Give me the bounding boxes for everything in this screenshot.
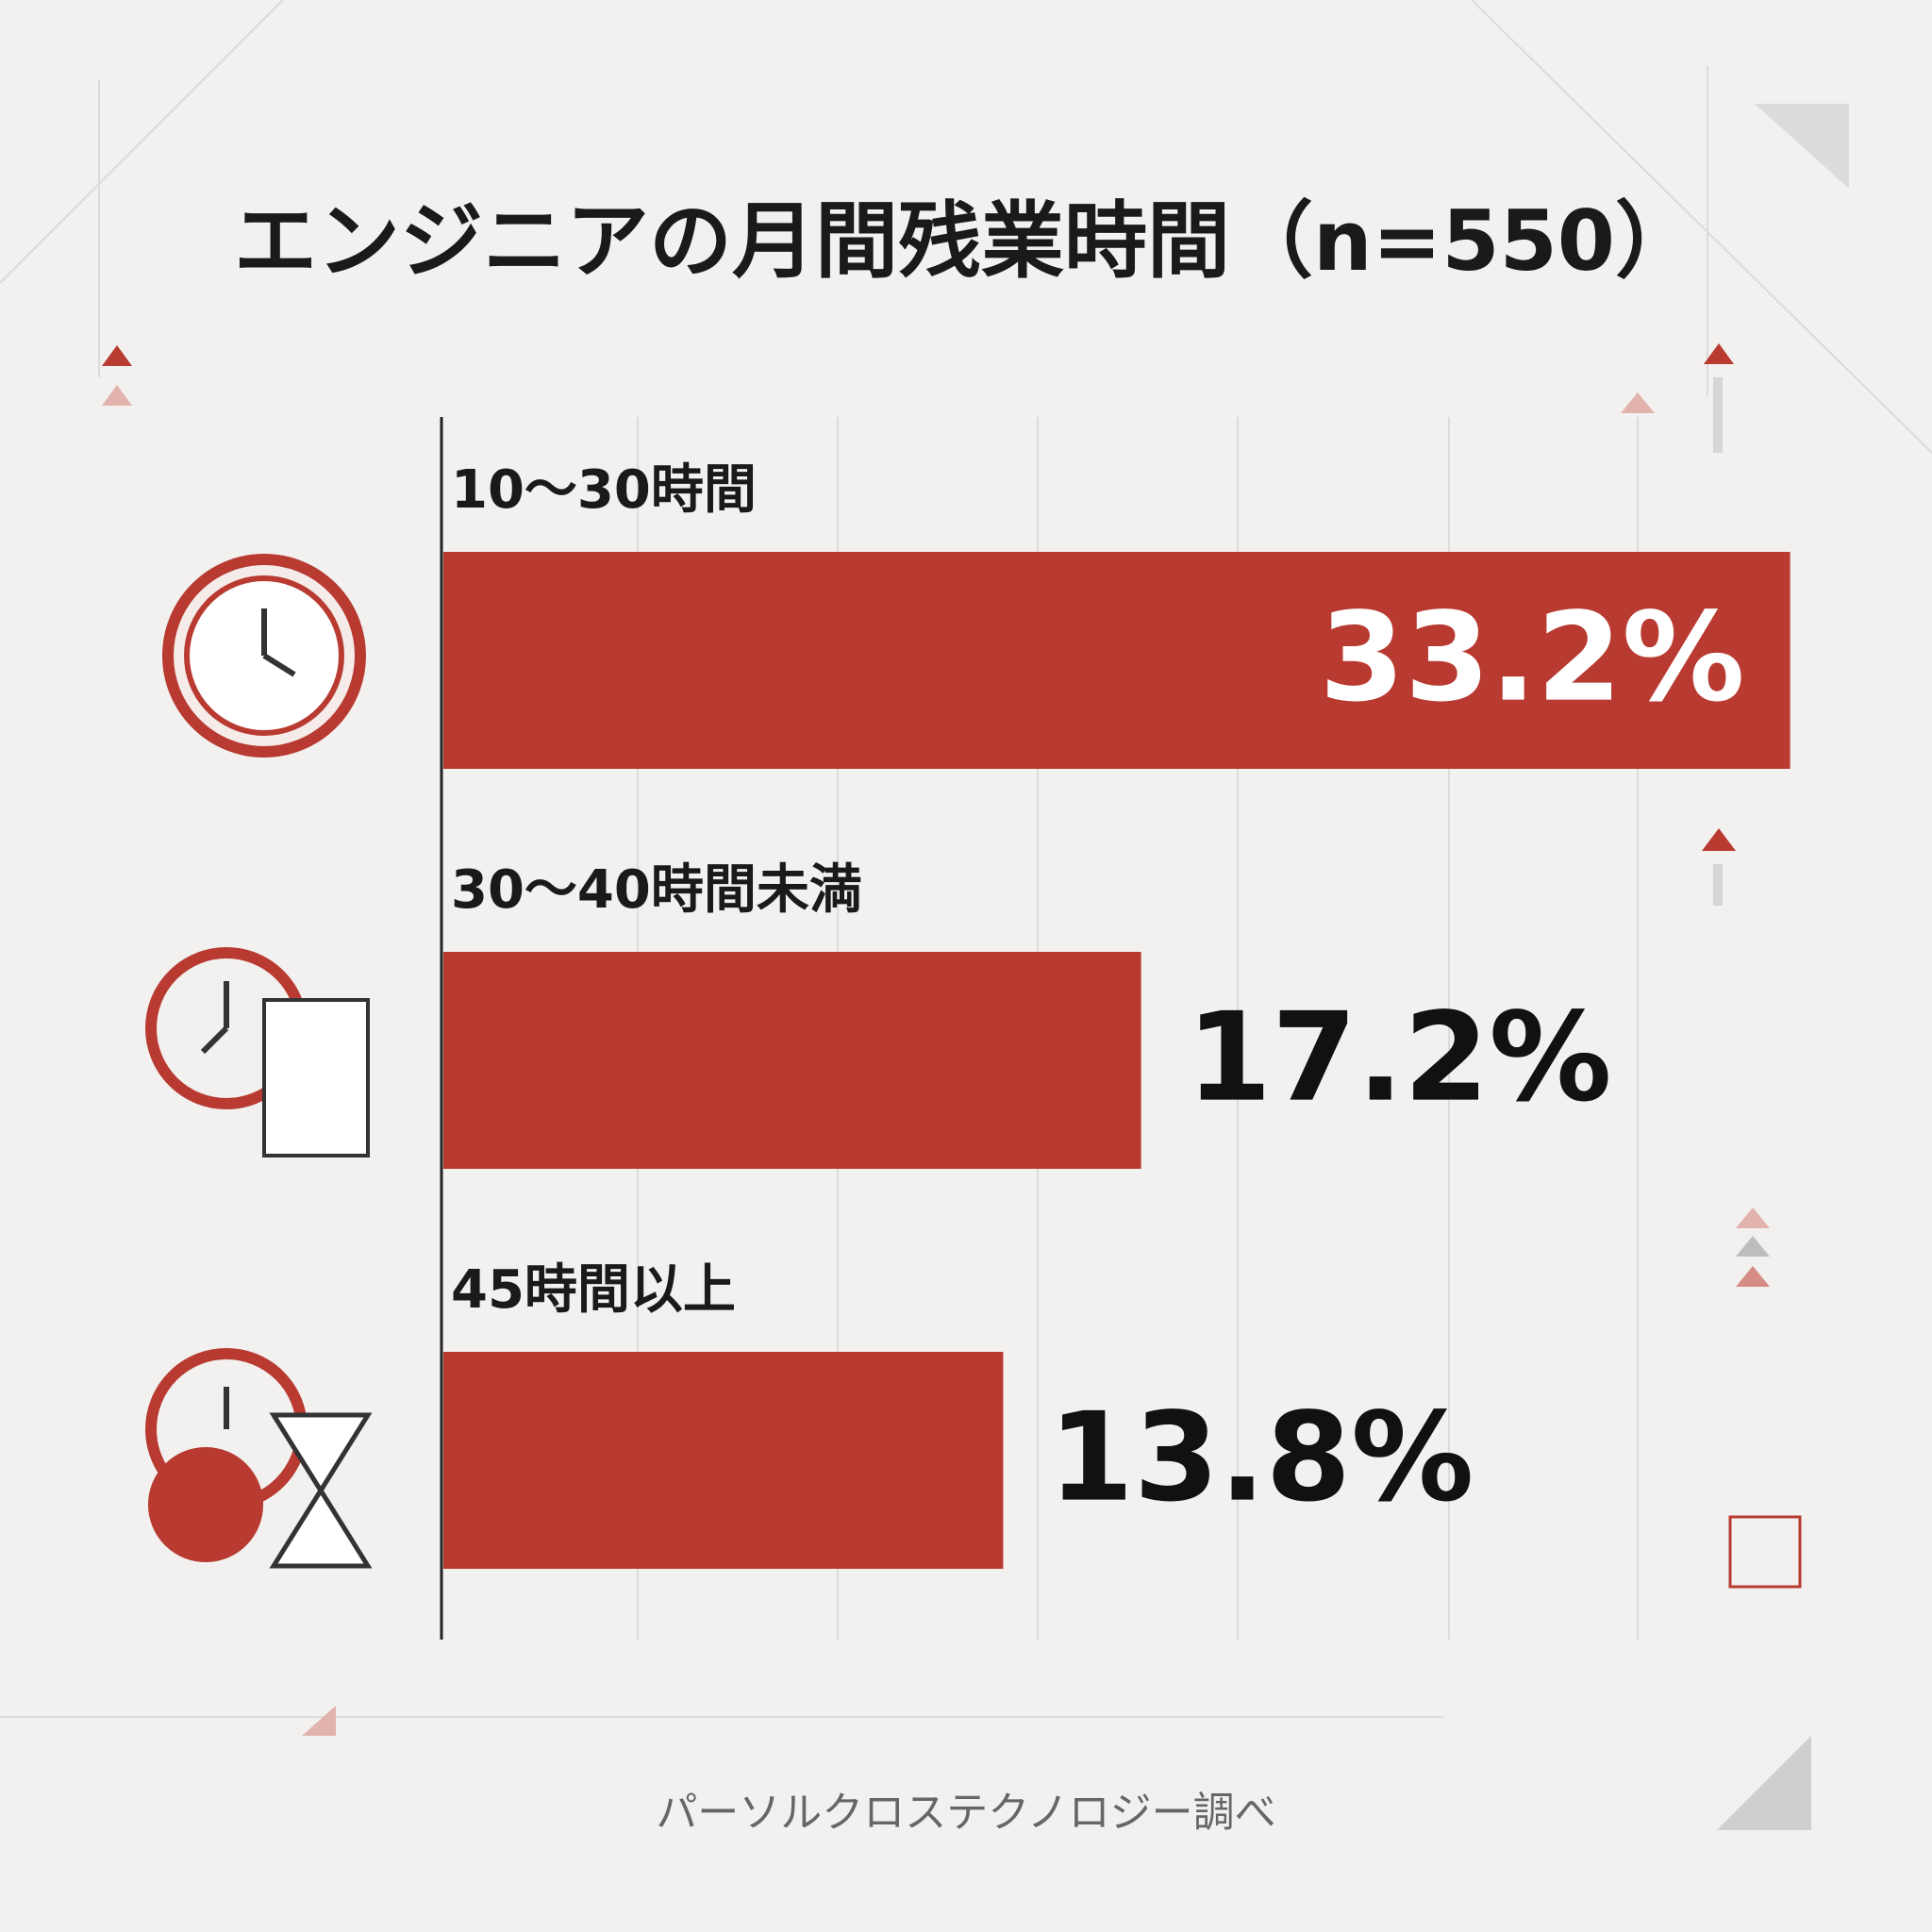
bar [443,1352,1004,1569]
value-label: 33.2% [1320,586,1745,729]
category-label: 45時間以上 [451,1259,736,1321]
chart-title: エンジニアの月間残業時間（n=550） [234,192,1698,290]
source-note: パーソルクロステクノロジー調べ [656,1789,1275,1837]
bar [443,952,1141,1169]
value-label: 13.8% [1048,1386,1474,1529]
category-label: 10〜30時間 [451,459,757,521]
category-label: 30〜40時間未満 [451,859,862,921]
value-label: 17.2% [1187,986,1612,1129]
icons [145,554,373,1569]
decor-shapes [102,104,1849,1830]
bar [443,552,1790,769]
